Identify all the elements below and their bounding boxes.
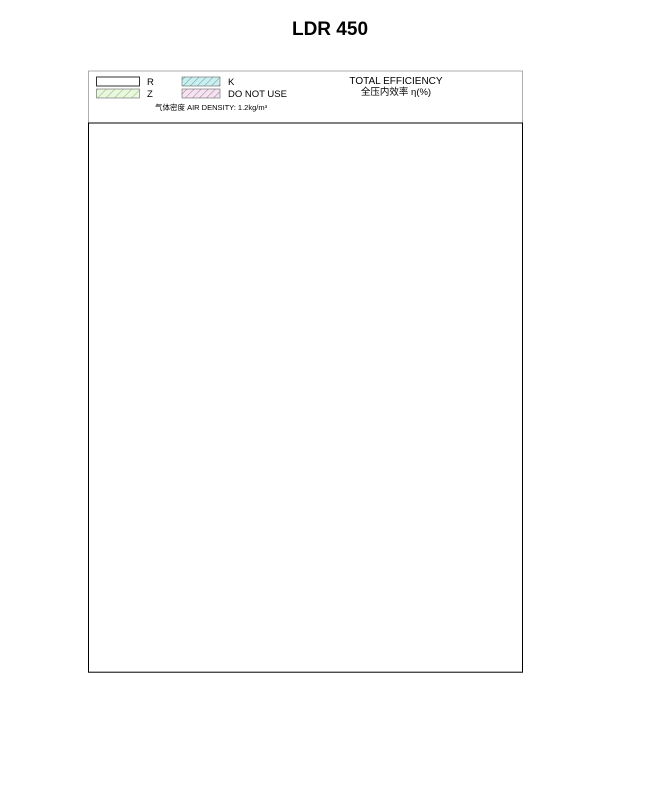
svg-text:Z: Z xyxy=(147,89,153,100)
svg-text:全压内效率 η(%): 全压内效率 η(%) xyxy=(361,86,431,98)
svg-text:R: R xyxy=(147,77,154,88)
svg-text:LDR 450: LDR 450 xyxy=(292,19,368,40)
svg-text:K: K xyxy=(228,77,235,88)
svg-text:气体密度 AIR DENSITY: 1.2kg/m³: 气体密度 AIR DENSITY: 1.2kg/m³ xyxy=(155,102,268,112)
svg-text:DO NOT USE: DO NOT USE xyxy=(228,89,287,100)
svg-text:TOTAL EFFICIENCY: TOTAL EFFICIENCY xyxy=(349,76,442,87)
